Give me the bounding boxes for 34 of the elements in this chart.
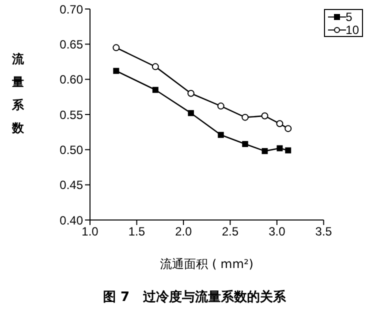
point <box>188 110 194 116</box>
point <box>242 114 249 121</box>
x-tick-label: 2.0 <box>175 224 192 239</box>
point <box>113 68 120 74</box>
y-tick-label: 0.70 <box>60 2 84 16</box>
point <box>276 145 283 152</box>
point <box>218 132 224 138</box>
point <box>261 112 268 120</box>
x-tick-label: 1.5 <box>128 224 146 239</box>
point <box>152 86 158 93</box>
x-axis-title: 流通面积 ( mm²) <box>160 257 254 271</box>
point <box>152 63 159 70</box>
point <box>112 44 120 52</box>
point <box>285 147 292 154</box>
text: 图 7 过冷度与流量系数的关系 <box>102 288 288 306</box>
x-tick-label: 1.0 <box>82 224 99 239</box>
x-tick-label: 3.0 <box>268 224 286 239</box>
point <box>187 90 194 97</box>
point <box>262 148 268 154</box>
legend-label: 5 <box>346 10 352 24</box>
x-tick-label: 3.5 <box>315 224 332 239</box>
y-tick-label: 0.60 <box>60 72 84 87</box>
point <box>284 125 292 132</box>
y-tick-label: 0.55 <box>60 108 84 122</box>
y-tick-label: 0.50 <box>60 142 84 157</box>
y-tick-label: 0.45 <box>60 178 84 192</box>
point <box>217 102 224 110</box>
x-tick-label: 2.5 <box>222 224 239 239</box>
legend-label: 10 <box>346 22 359 36</box>
point <box>276 120 284 128</box>
point <box>242 141 248 148</box>
y-tick-label: 0.65 <box>60 37 84 52</box>
y-tick-label: 0.40 <box>60 213 84 228</box>
y-axis-title: 流量系数 <box>12 51 25 137</box>
